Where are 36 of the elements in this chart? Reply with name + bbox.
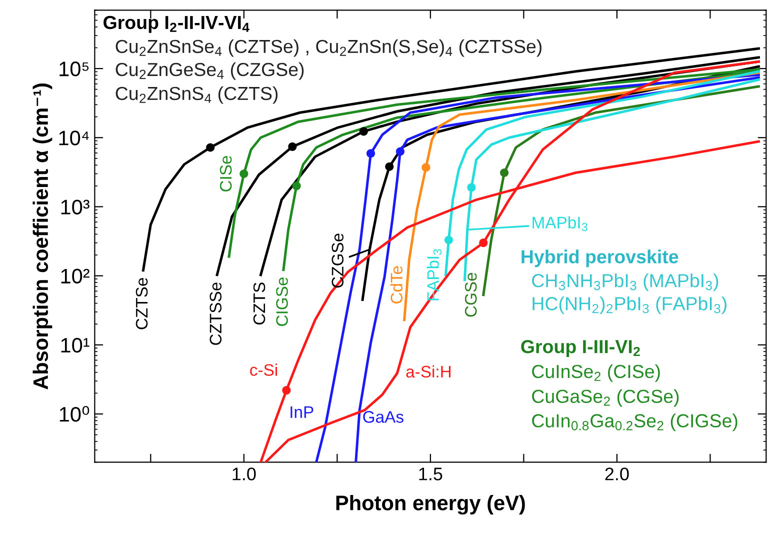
x-tick-label: 1.5 [419, 468, 442, 480]
legend-label: MAPbI$_{3}$ [532, 216, 588, 232]
text: CZTS [253, 282, 266, 325]
text: FAPbI$_{3}$ [426, 249, 442, 300]
annotation: Group I-III-VI$_{2}$ [521, 340, 640, 357]
text: CZGSe [332, 234, 344, 288]
series-label: a-Si:H [406, 365, 451, 378]
y-tick-label: 10⁰ [60, 406, 90, 422]
text: CZTSSe [210, 282, 222, 345]
annotation: Hybrid perovskite [522, 250, 678, 268]
y-tick-label: 10¹ [61, 338, 90, 353]
annotation: Cu$_{2}$ZnGeSe$_{4}$ (CZGSe) [116, 62, 304, 80]
text: CIGSe [276, 278, 288, 326]
text: Cu$_{2}$ZnSnSe$_{4}$ (CZTSe) , Cu$_{2}$ZnSn(S,Se)$_{4}$ (CZTSSe) [116, 39, 542, 57]
annotation: CuInSe$_{2}$ (CISe) [532, 364, 660, 382]
y-tick-label: 10⁵ [60, 62, 89, 76]
text: CGSe [464, 272, 477, 317]
annotation: Cu$_{2}$ZnSnS$_{4}$ (CZTS) [116, 86, 278, 104]
y-tick-label: 10² [61, 268, 90, 284]
x-tick-label: 1.0 [232, 468, 256, 480]
annotation: CuGaSe$_{2}$ (CGSe) [532, 389, 679, 407]
text: HC(NH$_{2}$)$_{2}$PbI$_{3}$ (FAPbI$_{3}$) [532, 296, 726, 314]
text: CZTSe [136, 278, 148, 330]
x-axis-title: Photon energy (eV) [336, 495, 525, 515]
x-tick-label: 2.0 [605, 468, 629, 480]
y-axis-title: Absorption coefficient α (cm⁻¹) [32, 84, 52, 390]
text: CH$_{3}$NH$_{3}$PbI$_{3}$ (MAPbI$_{3}$) [532, 274, 718, 291]
text: CdTe [390, 266, 403, 304]
series-label: c-Si [250, 364, 277, 376]
series-label: GaAs [363, 411, 404, 423]
text: CISe [220, 156, 232, 192]
y-tick-label: 10⁴ [59, 130, 89, 146]
annotation: Group I$_{2}$-II-IV-VI$_{4}$ [104, 16, 250, 33]
y-tick-label: 10³ [61, 200, 90, 214]
series-label: InP [290, 406, 314, 418]
annotation: CuIn$_{0.8}$Ga$_{0.2}$Se$_{2}$ (CIGSe) [532, 414, 738, 432]
